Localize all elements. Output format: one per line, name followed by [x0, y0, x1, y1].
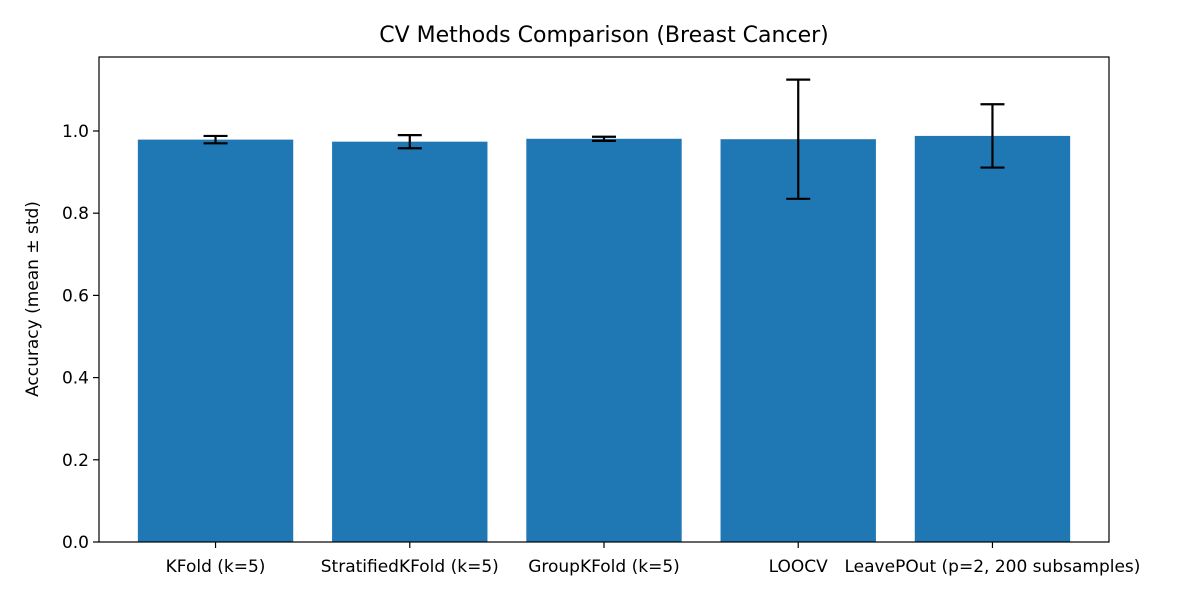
- plot-area: [137, 78, 1071, 543]
- error-bar: [203, 134, 228, 145]
- y-tick-label: 0.6: [62, 286, 89, 306]
- y-axis: 0.0 0.2 0.4 0.6 0.8 1.0: [62, 122, 99, 553]
- bar: [137, 139, 294, 542]
- chart-title: CV Methods Comparison (Breast Cancer): [379, 23, 828, 48]
- error-bar: [397, 133, 422, 150]
- y-tick-label: 0.8: [62, 204, 89, 224]
- x-tick-label: LeavePOut (p=2, 200 subsamples): [845, 557, 1141, 577]
- bar: [526, 138, 682, 543]
- y-tick-label: 0.2: [62, 451, 89, 471]
- x-axis: KFold (k=5) StratifiedKFold (k=5) GroupKFo…: [166, 542, 1141, 577]
- y-tick-label: 0.0: [62, 533, 89, 553]
- x-tick-label: LOOCV: [769, 557, 828, 577]
- axes-frame: [98, 56, 1110, 543]
- bar: [720, 139, 876, 543]
- bar: [332, 141, 488, 542]
- error-bar: [980, 103, 1005, 169]
- error-bar: [786, 78, 811, 200]
- y-tick-label: 1.0: [62, 122, 89, 142]
- y-axis-label: Accuracy (mean ± std): [23, 201, 43, 397]
- x-tick-label: StratifiedKFold (k=5): [321, 557, 499, 577]
- x-tick-label: GroupKFold (k=5): [528, 557, 680, 577]
- error-bar: [592, 135, 616, 142]
- x-tick-label: KFold (k=5): [166, 557, 266, 577]
- bar: [914, 135, 1071, 542]
- y-tick-label: 0.4: [62, 369, 89, 389]
